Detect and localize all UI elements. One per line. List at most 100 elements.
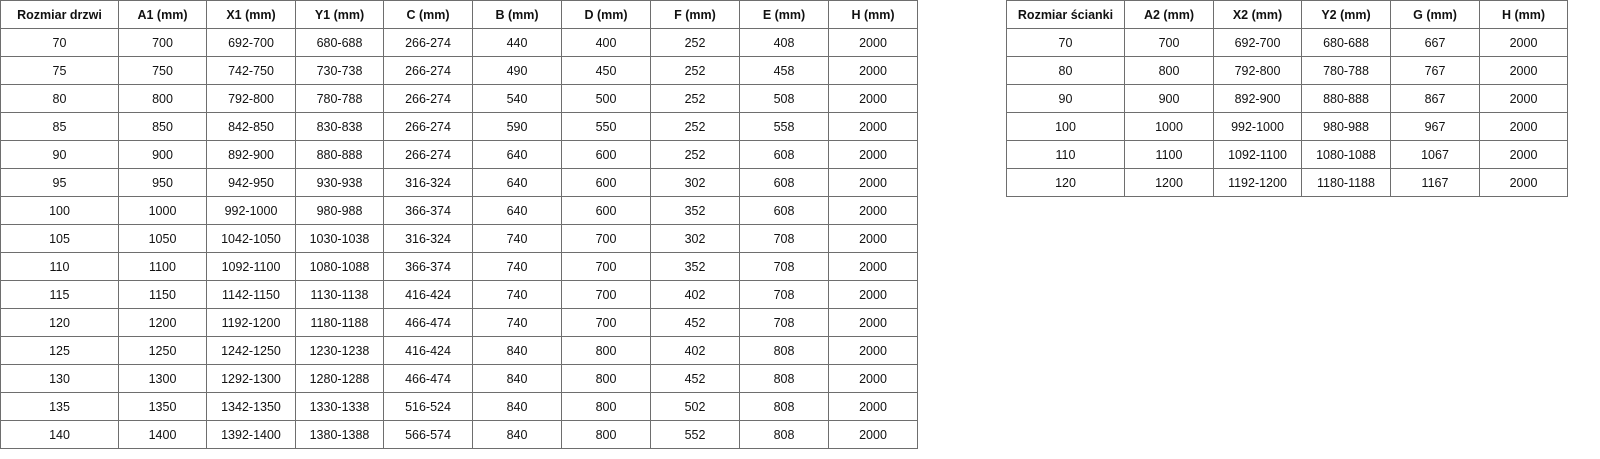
door-table-cell: 708	[739, 224, 829, 253]
door-table-cell: 840	[472, 420, 562, 449]
door-table-cell: 808	[739, 364, 829, 393]
door-table-cell: 2000	[828, 252, 918, 281]
door-table-cell: 780-788	[295, 84, 384, 113]
door-table-cell: 840	[472, 392, 562, 421]
door-table-cell: 808	[739, 336, 829, 365]
door-table-cell: 452	[650, 364, 740, 393]
wall-table-cell: 2000	[1479, 84, 1568, 113]
door-table-cell: 400	[561, 28, 651, 57]
door-table-cell: 880-888	[295, 140, 384, 169]
door-table-cell: 252	[650, 28, 740, 57]
door-table-cell: 466-474	[383, 308, 473, 337]
door-table-cell: 700	[561, 224, 651, 253]
door-table-cell: 980-988	[295, 196, 384, 225]
door-table-row: 95 950 942-950 930-938 316-324 640 600 302 608 20…	[0, 168, 918, 197]
wall-table-header: Rozmiar ścianki A2 (mm) X2 (mm) Y2 (mm) G (m…	[1006, 0, 1568, 29]
door-table-cell: 1392-1400	[206, 420, 296, 449]
wall-table-cell: 70	[1006, 28, 1125, 57]
door-column-header: H (mm)	[828, 0, 918, 29]
door-table-cell: 1092-1100	[206, 252, 296, 281]
door-table-cell: 930-938	[295, 168, 384, 197]
door-table-cell: 110	[0, 252, 119, 281]
door-table-cell: 402	[650, 280, 740, 309]
wall-table-row: 80 800 792-800 780-788 767 2000	[1006, 56, 1568, 85]
door-table-cell: 500	[561, 84, 651, 113]
door-table-cell: 740	[472, 224, 562, 253]
door-table-cell: 840	[472, 364, 562, 393]
door-table-cell: 740	[472, 252, 562, 281]
door-table-cell: 366-374	[383, 252, 473, 281]
door-table-row: 110 1100 1092-1100 1080-1088 366-374 740 700 35…	[0, 252, 918, 281]
wall-table-row: 120 1200 1192-1200 1180-1188 1167 2000	[1006, 168, 1568, 197]
door-table-cell: 2000	[828, 420, 918, 449]
door-table-cell: 2000	[828, 308, 918, 337]
door-table-cell: 2000	[828, 168, 918, 197]
door-table-cell: 1230-1238	[295, 336, 384, 365]
door-table-cell: 600	[561, 140, 651, 169]
wall-table-cell: 767	[1390, 56, 1480, 85]
door-table-cell: 640	[472, 140, 562, 169]
wall-table-row: 110 1100 1092-1100 1080-1088 1067 2000	[1006, 140, 1568, 169]
door-table-cell: 942-950	[206, 168, 296, 197]
door-table-cell: 1150	[118, 280, 207, 309]
door-table-cell: 1050	[118, 224, 207, 253]
door-table-row: 75 750 742-750 730-738 266-274 490 450 252 458 20…	[0, 56, 918, 85]
door-table-cell: 316-324	[383, 224, 473, 253]
door-table-cell: 600	[561, 196, 651, 225]
door-table-cell: 135	[0, 392, 119, 421]
door-table-cell: 120	[0, 308, 119, 337]
wall-table-cell: 2000	[1479, 140, 1568, 169]
door-table-cell: 808	[739, 420, 829, 449]
door-table-cell: 1080-1088	[295, 252, 384, 281]
wall-table-cell: 1067	[1390, 140, 1480, 169]
door-table-cell: 416-424	[383, 280, 473, 309]
door-table-cell: 266-274	[383, 84, 473, 113]
door-column-header: Rozmiar drzwi	[0, 0, 119, 29]
door-table-cell: 70	[0, 28, 119, 57]
door-table-cell: 2000	[828, 84, 918, 113]
door-table-cell: 2000	[828, 28, 918, 57]
wall-table-cell: 892-900	[1213, 84, 1302, 113]
door-table-cell: 750	[118, 56, 207, 85]
wall-table-row: 90 900 892-900 880-888 867 2000	[1006, 84, 1568, 113]
door-table-cell: 252	[650, 140, 740, 169]
door-table-cell: 1100	[118, 252, 207, 281]
door-table-cell: 1350	[118, 392, 207, 421]
wall-column-header: A2 (mm)	[1124, 0, 1214, 29]
door-table-cell: 608	[739, 196, 829, 225]
door-table-cell: 2000	[828, 140, 918, 169]
door-column-header: X1 (mm)	[206, 0, 296, 29]
wall-table-cell: 2000	[1479, 168, 1568, 197]
wall-table-cell: 80	[1006, 56, 1125, 85]
door-table-row: 85 850 842-850 830-838 266-274 590 550 252 558 20…	[0, 112, 918, 141]
door-table-cell: 730-738	[295, 56, 384, 85]
wall-table-cell: 2000	[1479, 28, 1568, 57]
wall-column-header: G (mm)	[1390, 0, 1480, 29]
door-table-cell: 708	[739, 252, 829, 281]
door-table-row: 130 1300 1292-1300 1280-1288 466-474 840 800 45…	[0, 364, 918, 393]
door-column-header: Y1 (mm)	[295, 0, 384, 29]
door-table-row: 90 900 892-900 880-888 266-274 640 600 252 608 20…	[0, 140, 918, 169]
door-table-cell: 95	[0, 168, 119, 197]
wall-table-row: 100 1000 992-1000 980-988 967 2000	[1006, 112, 1568, 141]
wall-column-header: Y2 (mm)	[1301, 0, 1391, 29]
door-table-cell: 608	[739, 140, 829, 169]
door-table-cell: 708	[739, 308, 829, 337]
door-table-cell: 490	[472, 56, 562, 85]
wall-table-cell: 792-800	[1213, 56, 1302, 85]
door-table-cell: 1400	[118, 420, 207, 449]
door-table-cell: 266-274	[383, 28, 473, 57]
wall-table-cell: 900	[1124, 84, 1214, 113]
door-table-cell: 550	[561, 112, 651, 141]
door-table-row: 100 1000 992-1000 980-988 366-374 640 600 352 60…	[0, 196, 918, 225]
door-table-cell: 302	[650, 224, 740, 253]
door-table-cell: 2000	[828, 336, 918, 365]
door-table-cell: 800	[561, 364, 651, 393]
door-table-cell: 1030-1038	[295, 224, 384, 253]
door-table-cell: 408	[739, 28, 829, 57]
wall-table-cell: 980-988	[1301, 112, 1391, 141]
wall-table-cell: 680-688	[1301, 28, 1391, 57]
wall-table-cell: 867	[1390, 84, 1480, 113]
door-table-cell: 266-274	[383, 56, 473, 85]
door-table-row: 80 800 792-800 780-788 266-274 540 500 252 508 20…	[0, 84, 918, 113]
